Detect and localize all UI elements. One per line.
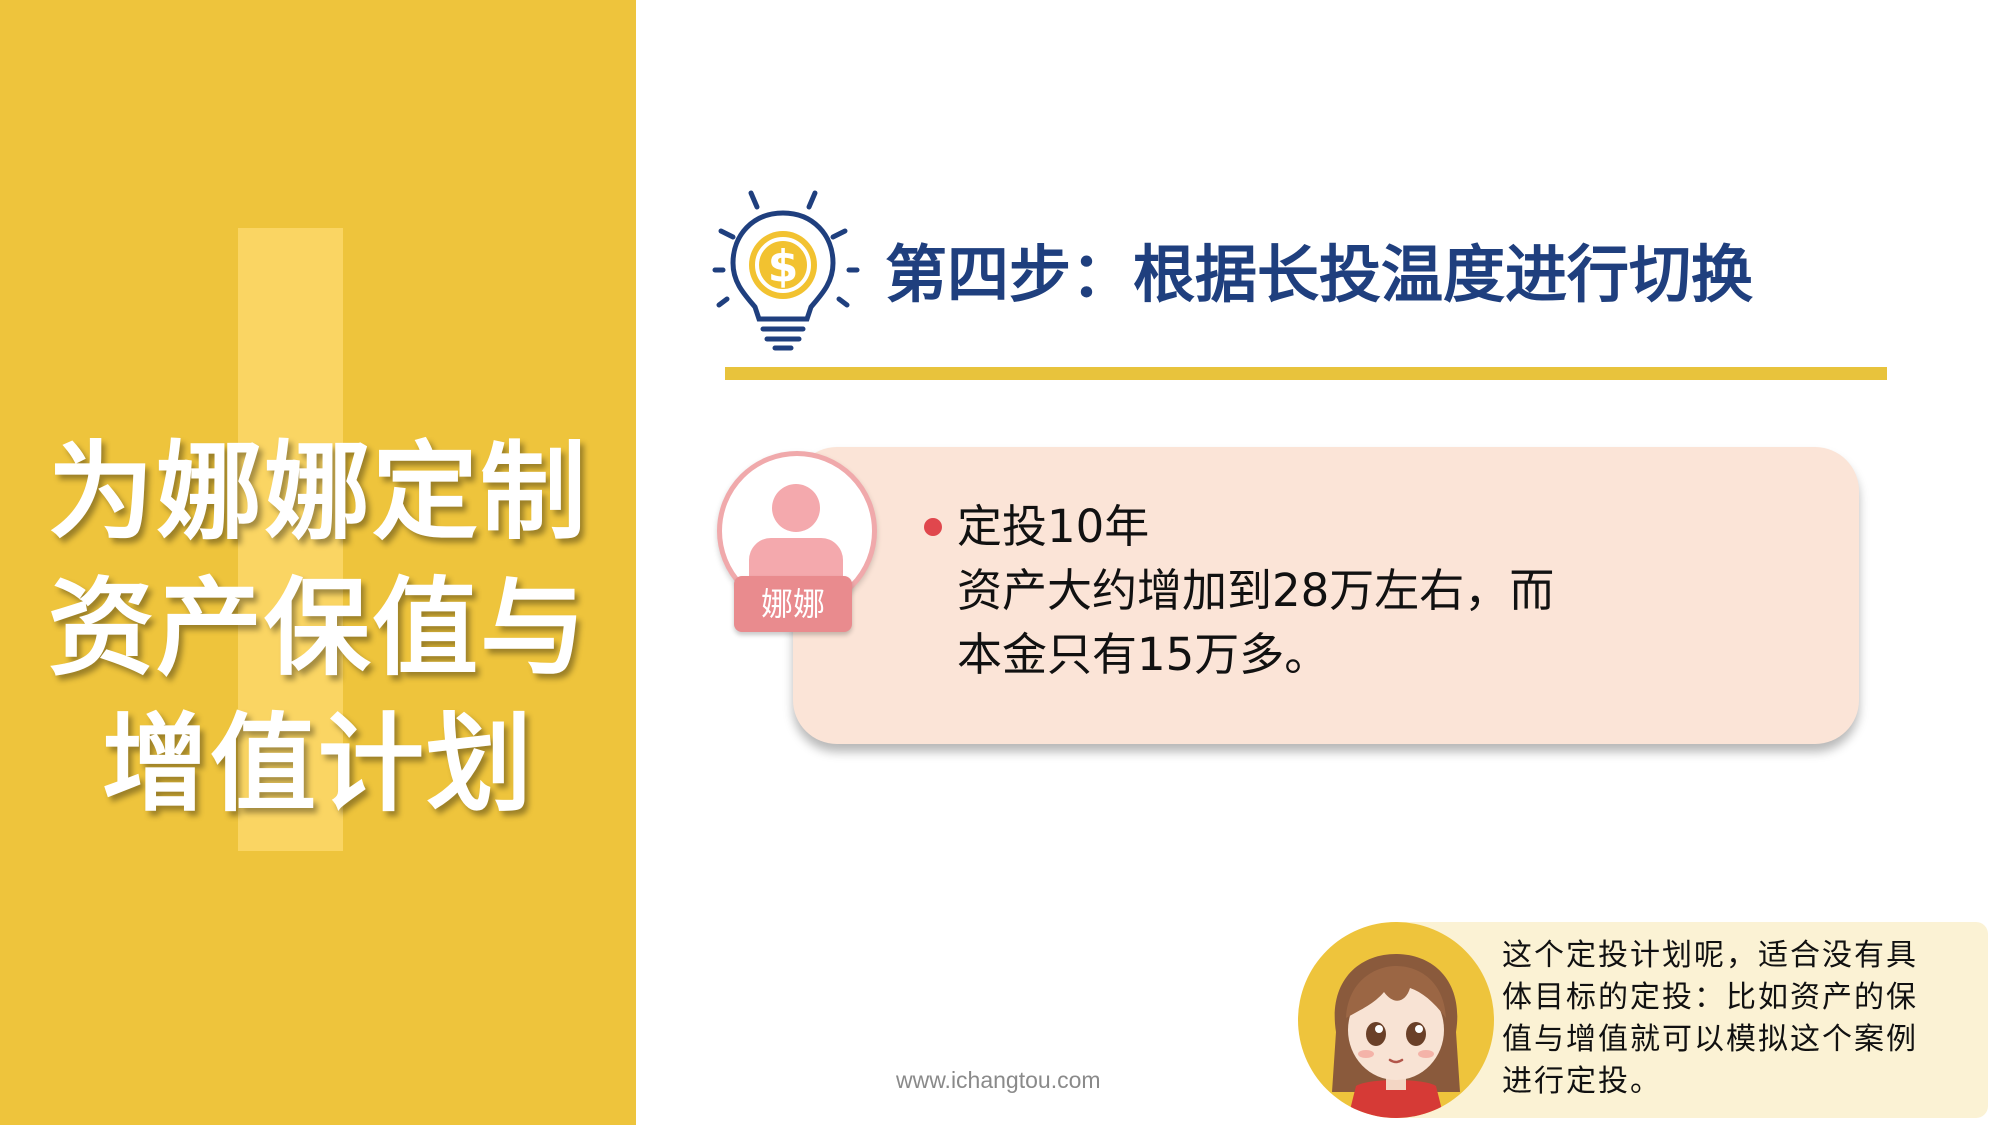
section-title-line: 为娜娜定制: [48, 431, 588, 554]
svg-text:$: $: [768, 241, 799, 292]
content-card: [793, 447, 1859, 744]
bullet-dot: [924, 518, 942, 536]
title-underline: [725, 367, 1887, 380]
speech-line: 体目标的定投：比如资产的保: [1502, 980, 1918, 1015]
step-title: 第四步：根据长投温度进行切换: [885, 238, 1754, 311]
section-title-line: 增值计划: [102, 703, 534, 826]
avatar-head: [772, 484, 820, 532]
cartoon-girl-illustration: [1332, 954, 1460, 1118]
section-title-line: 资产保值与: [48, 567, 588, 690]
section-title: 为娜娜定制 资产保值与 增值计划: [0, 425, 636, 833]
card-line: 资产大约增加到28万左右，而: [957, 564, 1555, 617]
footer-url[interactable]: www.ichangtou.com: [896, 1067, 1101, 1093]
name-tag: 娜娜: [734, 576, 852, 632]
card-line: 定投10年: [957, 500, 1150, 553]
cartoon-girl-icon: [1298, 922, 1494, 1118]
card-text: 定投10年 资产大约增加到28万左右，而 本金只有15万多。: [957, 495, 1817, 687]
left-title-panel: 为娜娜定制 资产保值与 增值计划: [0, 0, 636, 1125]
speech-line: 值与增值就可以模拟这个案例: [1502, 1022, 1918, 1057]
decorative-bar: [238, 228, 343, 851]
card-line: 本金只有15万多。: [957, 628, 1330, 681]
lightbulb-dollar-icon: $: [712, 190, 860, 351]
speech-line: 进行定投。: [1502, 1064, 1662, 1099]
speech-line: 这个定投计划呢，适合没有具: [1502, 938, 1918, 973]
speech-text: 这个定投计划呢，适合没有具 体目标的定投：比如资产的保 值与增值就可以模拟这个案…: [1502, 935, 1982, 1103]
